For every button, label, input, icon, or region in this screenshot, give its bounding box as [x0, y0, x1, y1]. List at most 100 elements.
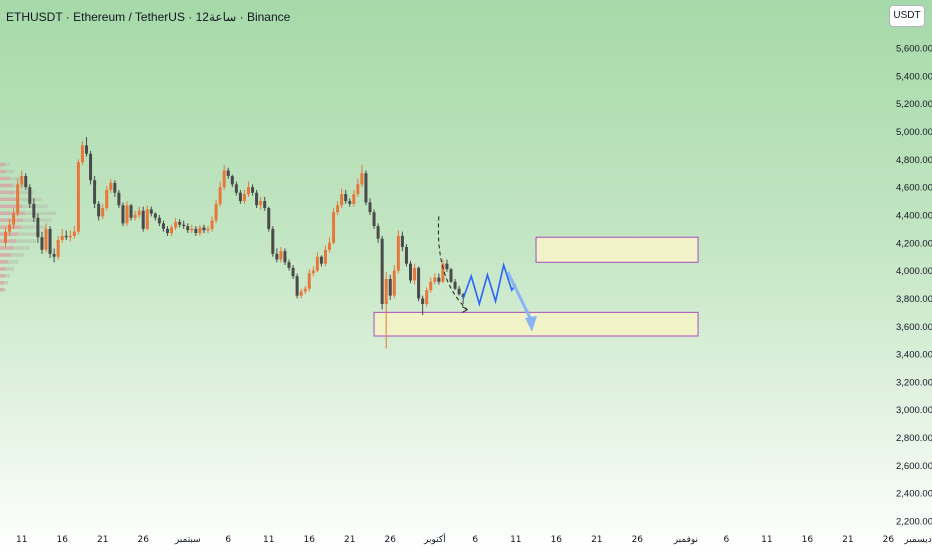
candle-body — [20, 176, 24, 185]
volume-profile-bar-sell — [0, 218, 23, 222]
candle-body — [210, 220, 214, 229]
candle-body — [157, 217, 161, 224]
candle-body — [319, 256, 323, 264]
candle-body — [242, 194, 246, 202]
candle-body — [380, 238, 384, 305]
candle-body — [190, 228, 194, 231]
y-tick-label: 3,200.00 — [896, 377, 932, 388]
candle-body — [453, 281, 457, 289]
projection — [437, 216, 537, 332]
candle-body — [332, 212, 336, 243]
candle-body — [238, 192, 242, 202]
x-tick-label: 16 — [304, 535, 316, 545]
candle-body — [404, 246, 408, 264]
candle-body — [372, 212, 376, 227]
candle-body — [417, 267, 421, 299]
candle-body — [356, 184, 360, 195]
candle-body — [161, 223, 165, 229]
volume-profile-bar-sell — [0, 260, 8, 264]
candle-body — [336, 205, 340, 213]
x-tick-label: سبتمبر — [174, 535, 201, 545]
y-tick-label: 4,600.00 — [896, 183, 932, 194]
volume-profile-bar — [0, 225, 46, 229]
candle-body — [218, 187, 222, 204]
y-tick-label: 2,800.00 — [896, 433, 932, 444]
candle-body — [311, 270, 315, 274]
candle-body — [299, 291, 303, 296]
candle-body — [166, 228, 169, 234]
candle-body — [376, 226, 380, 239]
candle-body — [206, 228, 210, 231]
x-tick-label: 16 — [802, 535, 814, 545]
y-tick-label: 4,200.00 — [896, 238, 932, 249]
candle-body — [283, 251, 287, 263]
candle-body — [28, 187, 32, 204]
candle-body — [133, 214, 137, 218]
candle-body — [384, 278, 388, 305]
zigzag-projection — [462, 262, 517, 307]
candle-body — [186, 226, 190, 231]
y-tick-label: 3,000.00 — [896, 405, 932, 416]
y-tick-label: 4,800.00 — [896, 155, 932, 166]
candle-body — [24, 176, 28, 188]
candle-body — [303, 288, 307, 292]
candle-body — [8, 224, 12, 232]
candle-body — [93, 180, 97, 204]
candle-body — [251, 187, 255, 193]
candle-body — [340, 194, 344, 206]
candle-body — [153, 213, 157, 218]
x-tick-label: 11 — [510, 535, 521, 545]
candle-body — [80, 145, 84, 163]
y-tick-label: 3,400.00 — [896, 350, 932, 361]
candle-body — [234, 184, 238, 193]
x-tick-label: 21 — [591, 535, 602, 545]
y-tick-label: 5,200.00 — [896, 99, 932, 110]
volume-profile-bar-sell — [0, 281, 4, 285]
candle-body — [36, 217, 40, 238]
candle-body — [259, 201, 263, 206]
candle-body — [141, 210, 145, 229]
candle-body — [230, 176, 234, 185]
volume-profile-bar — [0, 246, 30, 250]
price-zones — [373, 236, 699, 337]
candle-body — [271, 228, 275, 254]
candle-body — [437, 277, 441, 282]
candle-body — [12, 213, 16, 225]
volume-profile-bar — [0, 232, 40, 236]
candle-body — [68, 235, 72, 238]
x-tick-label: 6 — [724, 535, 730, 545]
candle-body — [60, 235, 64, 241]
candle-body — [392, 270, 396, 296]
candle-body — [279, 251, 283, 260]
x-tick-label: 26 — [632, 535, 644, 545]
volume-profile-bar-sell — [0, 211, 25, 216]
candle-body — [202, 227, 206, 231]
candle-body — [360, 173, 364, 185]
candle-body — [109, 182, 113, 190]
candle-body — [413, 267, 417, 281]
y-tick-label: 3,800.00 — [896, 294, 932, 305]
volume-profile-bar-sell — [0, 232, 18, 236]
x-tick-label: 21 — [842, 535, 853, 545]
candle-body — [105, 189, 109, 209]
candles — [4, 137, 465, 349]
candle-body — [449, 269, 453, 282]
candle-body — [125, 205, 129, 224]
candle-body — [214, 203, 218, 221]
volume-profile-bar — [0, 267, 14, 271]
candle-body — [52, 253, 56, 257]
y-tick-label: 2,200.00 — [896, 517, 932, 528]
candle-body — [267, 208, 271, 229]
downward-projection-arrow — [506, 271, 534, 323]
volume-profile-bar-sell — [0, 274, 5, 278]
x-tick-label: 6 — [472, 535, 478, 545]
candle-body — [400, 235, 404, 247]
candle-body — [247, 187, 250, 195]
candle-body — [275, 253, 279, 260]
x-tick-label: 16 — [56, 535, 68, 545]
candle-body — [441, 263, 445, 282]
volume-profile-bar-sell — [0, 190, 15, 195]
currency-badge[interactable]: USDT — [889, 5, 925, 27]
